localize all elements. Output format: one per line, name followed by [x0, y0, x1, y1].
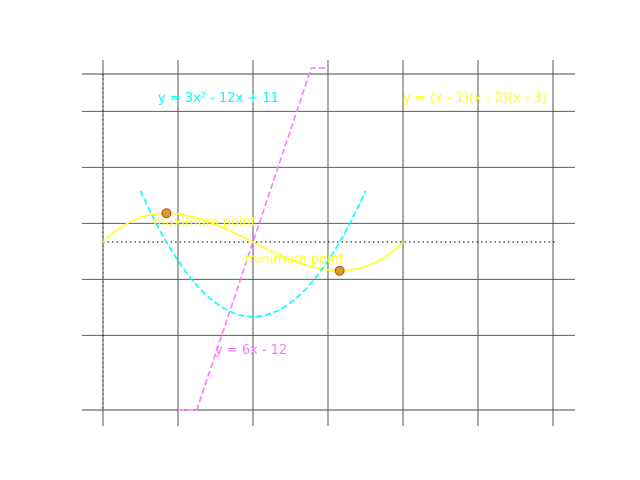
annotation-2: y = (x - 1)(x - 2)(x - 3) — [403, 91, 547, 106]
annotation-4: maximum point — [153, 215, 256, 230]
maximum-point-marker — [161, 208, 172, 219]
series-line-2 — [139, 190, 367, 318]
series-line-3 — [178, 67, 328, 411]
reference-lines — [102, 74, 555, 410]
series-line-1 — [102, 212, 404, 272]
grid — [82, 60, 575, 426]
annotation-1: y = 3x² - 12x + 11 — [158, 91, 279, 106]
series-curves — [102, 67, 404, 411]
annotation-5: minimum point — [245, 252, 344, 267]
minimum-point-marker — [334, 265, 345, 276]
annotation-3: y = 6x - 12 — [215, 343, 287, 358]
annotations: y = 3x² - 12x + 11 y = (x - 1)(x - 2)(x -… — [153, 91, 547, 358]
extremum-points — [161, 208, 345, 276]
